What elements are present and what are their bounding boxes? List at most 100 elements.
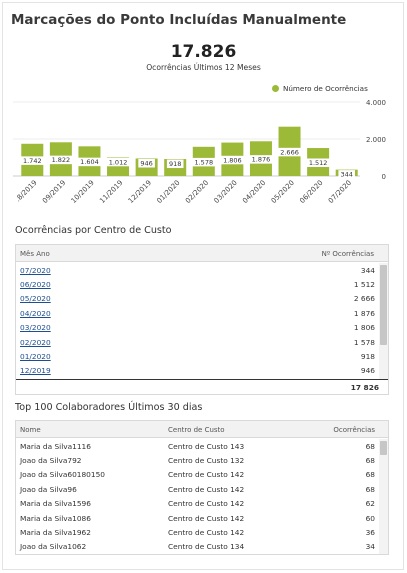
x-tick-label: 11/2019 [98,179,124,205]
data-label-bg [19,156,45,165]
data-label: 2.666 [280,148,299,156]
centro-total-row: 17 826 [16,379,388,393]
kpi-value: 17.826 [170,42,237,62]
header-count[interactable]: Nº Ocorrências [321,250,374,258]
top100-table-row[interactable]: Maria da Silva1116 Centro de Custo 143 68 [16,439,379,453]
centro-table-row[interactable]: 04/2020 1 876 [16,306,379,320]
data-label-bg [277,147,303,157]
cost-center: Centro de Custo 134 [168,542,245,552]
top100-table-row[interactable]: Joao da Silva96 Centro de Custo 142 68 [16,482,379,496]
month-link[interactable]: 06/2020 [20,280,51,290]
header-name[interactable]: Nome [20,426,41,434]
top100-table-row[interactable]: Joao da Silva60180150 Centro de Custo 142… [16,468,379,482]
occurrence-count: 68 [365,484,375,494]
employee-name: Joao da Silva60180150 [20,470,105,480]
kpi-label: Ocorrências Últimos 12 Meses [146,63,261,72]
occurrence-count: 344 [360,265,375,275]
cost-center: Centro de Custo 132 [168,456,245,466]
header-month[interactable]: Mês Ano [20,250,50,258]
cost-center: Centro de Custo 142 [168,470,245,480]
cost-center: Centro de Custo 142 [168,513,245,523]
month-link[interactable]: 01/2020 [20,352,51,362]
occurrence-count: 68 [365,456,375,466]
occurrence-count: 60 [365,513,375,523]
occurrence-count: 34 [365,542,375,552]
centro-scrollbar[interactable] [379,263,388,379]
centro-scrollbar-thumb[interactable] [380,265,387,345]
top100-table-row[interactable]: Joao da Silva1062 Centro de Custo 134 34 [16,540,379,554]
month-link[interactable]: 07/2020 [20,265,51,275]
bar-chart: 1.742 1.822 1.604 1.012 946 918 1.578 1.806 1.87… [13,99,386,205]
x-tick-label: 12/2019 [127,179,153,205]
data-label: 1.822 [52,156,71,164]
centro-table-row[interactable]: 03/2020 1 806 [16,321,379,335]
data-label-bg [105,157,131,167]
data-label: 946 [140,159,152,167]
x-tick-label: 01/2020 [155,179,181,205]
top100-rows: Maria da Silva1116 Centro de Custo 143 68 J… [16,439,379,554]
occurrence-count: 68 [365,441,375,451]
month-link[interactable]: 12/2019 [20,366,51,376]
top100-scrollbar-thumb[interactable] [380,441,387,455]
centro-table-row[interactable]: 02/2020 1 578 [16,335,379,349]
employee-name: Maria da Silva1596 [20,499,91,509]
x-tick-label: 06/2020 [298,179,324,205]
dashboard-frame [2,2,404,570]
top100-scrollbar[interactable] [379,439,388,554]
data-label: 1.604 [80,158,99,166]
y-tick-label: 2.000 [366,136,386,144]
employee-name: Joao da Silva792 [20,456,82,466]
cost-center: Centro de Custo 142 [168,528,245,538]
month-link[interactable]: 04/2020 [20,308,51,318]
centro-table-row[interactable]: 12/2019 946 [16,364,379,378]
header-occurrences[interactable]: Ocorrências [333,426,375,434]
data-label: 1.742 [23,157,42,165]
top100-table-row[interactable]: Joao da Silva792 Centro de Custo 132 68 [16,453,379,467]
legend-label: Número de Ocorrências [283,84,368,93]
cost-center: Centro de Custo 142 [168,499,245,509]
employee-name: Maria da Silva1962 [20,528,91,538]
x-tick-label: 07/2020 [327,179,353,205]
data-label-bg [191,157,217,167]
data-label: 1.806 [223,156,242,164]
centro-rows: 07/2020 344 06/2020 1 512 05/2020 2 666 04/202… [16,263,379,378]
data-label: 1.578 [194,158,213,166]
month-link[interactable]: 05/2020 [20,294,51,304]
legend-dot-icon [272,85,279,92]
data-label: 918 [169,160,181,168]
employee-name: Maria da Silva1086 [20,513,91,523]
occurrence-count: 62 [365,499,375,509]
occurrence-count: 36 [365,528,375,538]
centro-table-header: Mês Ano Nº Ocorrências [16,245,388,262]
centro-table-row[interactable]: 06/2020 1 512 [16,277,379,291]
employee-name: Joao da Silva1062 [20,542,87,552]
occurrence-count: 1 578 [353,337,375,347]
chart-legend[interactable]: Número de Ocorrências [272,84,368,93]
y-tick-label: 4.000 [366,99,386,107]
centro-section-title: Ocorrências por Centro de Custo [15,225,172,236]
top100-section-title: Top 100 Colaboradores Últimos 30 dias [15,402,203,413]
occurrence-count: 918 [360,352,375,362]
centro-table: Mês Ano Nº Ocorrências 07/2020 344 06/2020… [15,244,389,395]
occurrence-count: 1 876 [353,308,375,318]
occurrence-count: 68 [365,470,375,480]
y-tick-label: 0 [382,173,386,181]
month-link[interactable]: 03/2020 [20,323,51,333]
centro-table-row[interactable]: 01/2020 918 [16,349,379,363]
data-label: 1.876 [252,156,271,164]
occurrence-count: 1 806 [353,323,375,333]
data-label-bg [305,158,331,168]
x-tick-label: 10/2019 [70,179,96,205]
header-center[interactable]: Centro de Custo [168,426,225,434]
occurrence-count: 946 [360,366,375,376]
data-label-bg [219,155,245,165]
data-label-bg [48,155,74,165]
centro-table-row[interactable]: 07/2020 344 [16,263,379,277]
top100-table-row[interactable]: Maria da Silva1086 Centro de Custo 142 60 [16,511,379,525]
top100-table-row[interactable]: Maria da Silva1962 Centro de Custo 142 36 [16,525,379,539]
data-label-bg [248,155,274,164]
centro-table-row[interactable]: 05/2020 2 666 [16,292,379,306]
top100-table-row[interactable]: Maria da Silva1596 Centro de Custo 142 62 [16,497,379,511]
x-tick-label: 04/2020 [241,179,267,205]
month-link[interactable]: 02/2020 [20,337,51,347]
